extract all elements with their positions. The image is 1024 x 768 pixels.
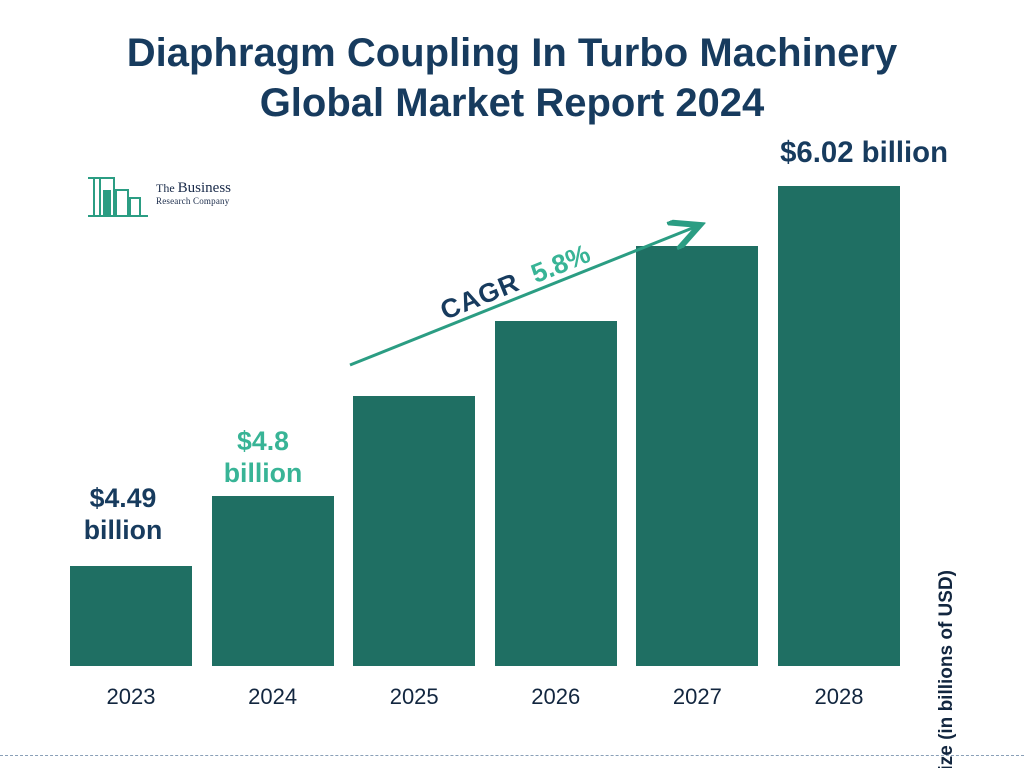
cagr-annotation: CAGR 5.8% bbox=[340, 215, 720, 375]
chart-container: Diaphragm Coupling In Turbo Machinery Gl… bbox=[0, 0, 1024, 768]
value-2024-unit: billion bbox=[198, 457, 328, 489]
value-2023-unit: billion bbox=[58, 514, 188, 546]
xtick-2026: 2026 bbox=[495, 684, 617, 710]
bar-slot-2025 bbox=[353, 396, 475, 666]
xtick-2028: 2028 bbox=[778, 684, 900, 710]
y-axis-label: Market Size (in billions of USD) bbox=[936, 570, 958, 768]
bar-2028 bbox=[778, 186, 900, 666]
value-label-2028: $6.02 billion bbox=[738, 135, 948, 170]
x-axis: 2023 2024 2025 2026 2027 2028 bbox=[70, 684, 900, 710]
chart-title: Diaphragm Coupling In Turbo Machinery Gl… bbox=[0, 28, 1024, 128]
bar-2025 bbox=[353, 396, 475, 666]
bar-slot-2023 bbox=[70, 566, 192, 666]
xtick-2024: 2024 bbox=[212, 684, 334, 710]
xtick-2025: 2025 bbox=[353, 684, 475, 710]
title-line1: Diaphragm Coupling In Turbo Machinery bbox=[0, 28, 1024, 78]
xtick-2023: 2023 bbox=[70, 684, 192, 710]
value-label-2024: $4.8 billion bbox=[198, 425, 328, 489]
cagr-arrow-icon bbox=[340, 215, 720, 375]
bar-2023 bbox=[70, 566, 192, 666]
footer-divider bbox=[0, 755, 1024, 756]
value-label-2023: $4.49 billion bbox=[58, 482, 188, 546]
value-2024-amount: $4.8 bbox=[198, 425, 328, 457]
xtick-2027: 2027 bbox=[636, 684, 758, 710]
bar-slot-2028 bbox=[778, 186, 900, 666]
bar-2024 bbox=[212, 496, 334, 666]
title-line2: Global Market Report 2024 bbox=[0, 78, 1024, 128]
value-2023-amount: $4.49 bbox=[58, 482, 188, 514]
bar-slot-2024 bbox=[212, 496, 334, 666]
